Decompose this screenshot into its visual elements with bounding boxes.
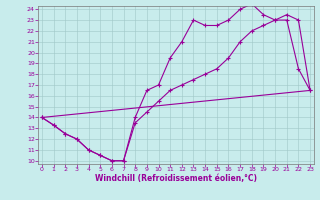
X-axis label: Windchill (Refroidissement éolien,°C): Windchill (Refroidissement éolien,°C) xyxy=(95,174,257,183)
